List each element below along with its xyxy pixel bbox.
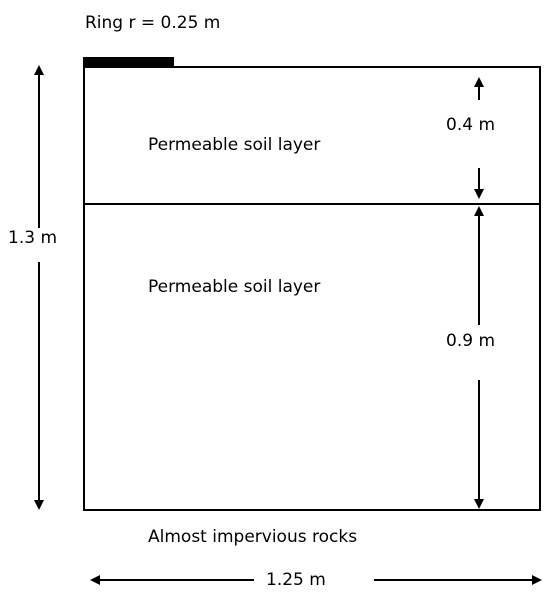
width-label: 1.25 m — [266, 570, 326, 590]
ring-marker — [83, 57, 174, 67]
bottom-label: Almost impervious rocks — [148, 527, 358, 547]
ring-label: Ring r = 0.25 m — [85, 13, 221, 33]
lower-layer-label: Permeable soil layer — [148, 277, 321, 297]
upper-layer-label: Permeable soil layer — [148, 135, 321, 155]
upper-thickness-label: 0.4 m — [446, 115, 495, 135]
total-height-label: 1.3 m — [4, 228, 61, 248]
lower-thickness-label: 0.9 m — [446, 331, 495, 351]
soil-box-outline — [83, 66, 541, 511]
